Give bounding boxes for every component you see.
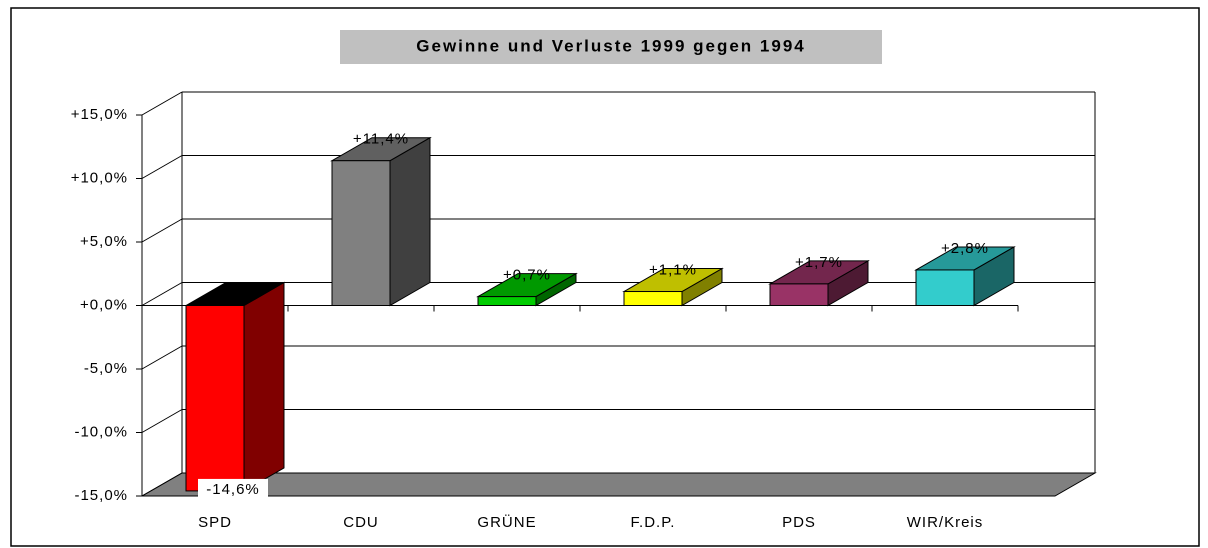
value-label: +1,7% [795, 254, 843, 271]
grid-line [141, 91, 183, 116]
grid-line [141, 409, 183, 433]
bar-side [243, 281, 285, 492]
bar-side [389, 136, 431, 307]
bar-front [915, 269, 975, 307]
bar [622, 267, 724, 307]
floor [140, 472, 1097, 497]
y-tick-label: -10,0% [74, 423, 128, 440]
bar-front [477, 296, 537, 306]
bar [914, 246, 1016, 307]
x-tick-label: WIR/Kreis [907, 514, 984, 531]
y-tick-label: +10,0% [71, 169, 128, 186]
bar [476, 272, 578, 307]
bar-front [769, 283, 829, 307]
grid-line [141, 282, 183, 306]
x-tick-label: PDS [782, 514, 816, 531]
value-label: +0,7% [503, 267, 551, 284]
x-tick-label: F.D.P. [631, 514, 676, 531]
value-label: +1,1% [649, 261, 697, 278]
bar-front [185, 305, 245, 492]
grid-line [141, 155, 183, 179]
y-tick-label: +15,0% [71, 106, 128, 123]
title-box [340, 30, 882, 64]
x-tick-label: GRÜNE [477, 513, 536, 531]
bar [768, 260, 870, 307]
y-tick-label: -5,0% [84, 360, 128, 377]
bar [330, 136, 432, 307]
bar [184, 281, 286, 492]
chart-title: Gewinne und Verluste 1999 gegen 1994 [416, 36, 805, 55]
value-label: +2,8% [941, 240, 989, 257]
y-tick-label: +5,0% [80, 233, 128, 250]
x-tick-label: CDU [343, 514, 379, 531]
y-tick-label: -15,0% [74, 487, 128, 504]
value-label: -14,6% [206, 481, 260, 498]
y-tick-label: +0,0% [80, 296, 128, 313]
value-label-bg [198, 478, 268, 501]
grid-line [141, 218, 183, 243]
bar-front [623, 291, 683, 306]
grid-line [141, 472, 183, 497]
bar-front [331, 160, 391, 306]
x-tick-label: SPD [198, 514, 232, 531]
value-label: +11,4% [353, 131, 409, 148]
grid-line [141, 345, 183, 370]
